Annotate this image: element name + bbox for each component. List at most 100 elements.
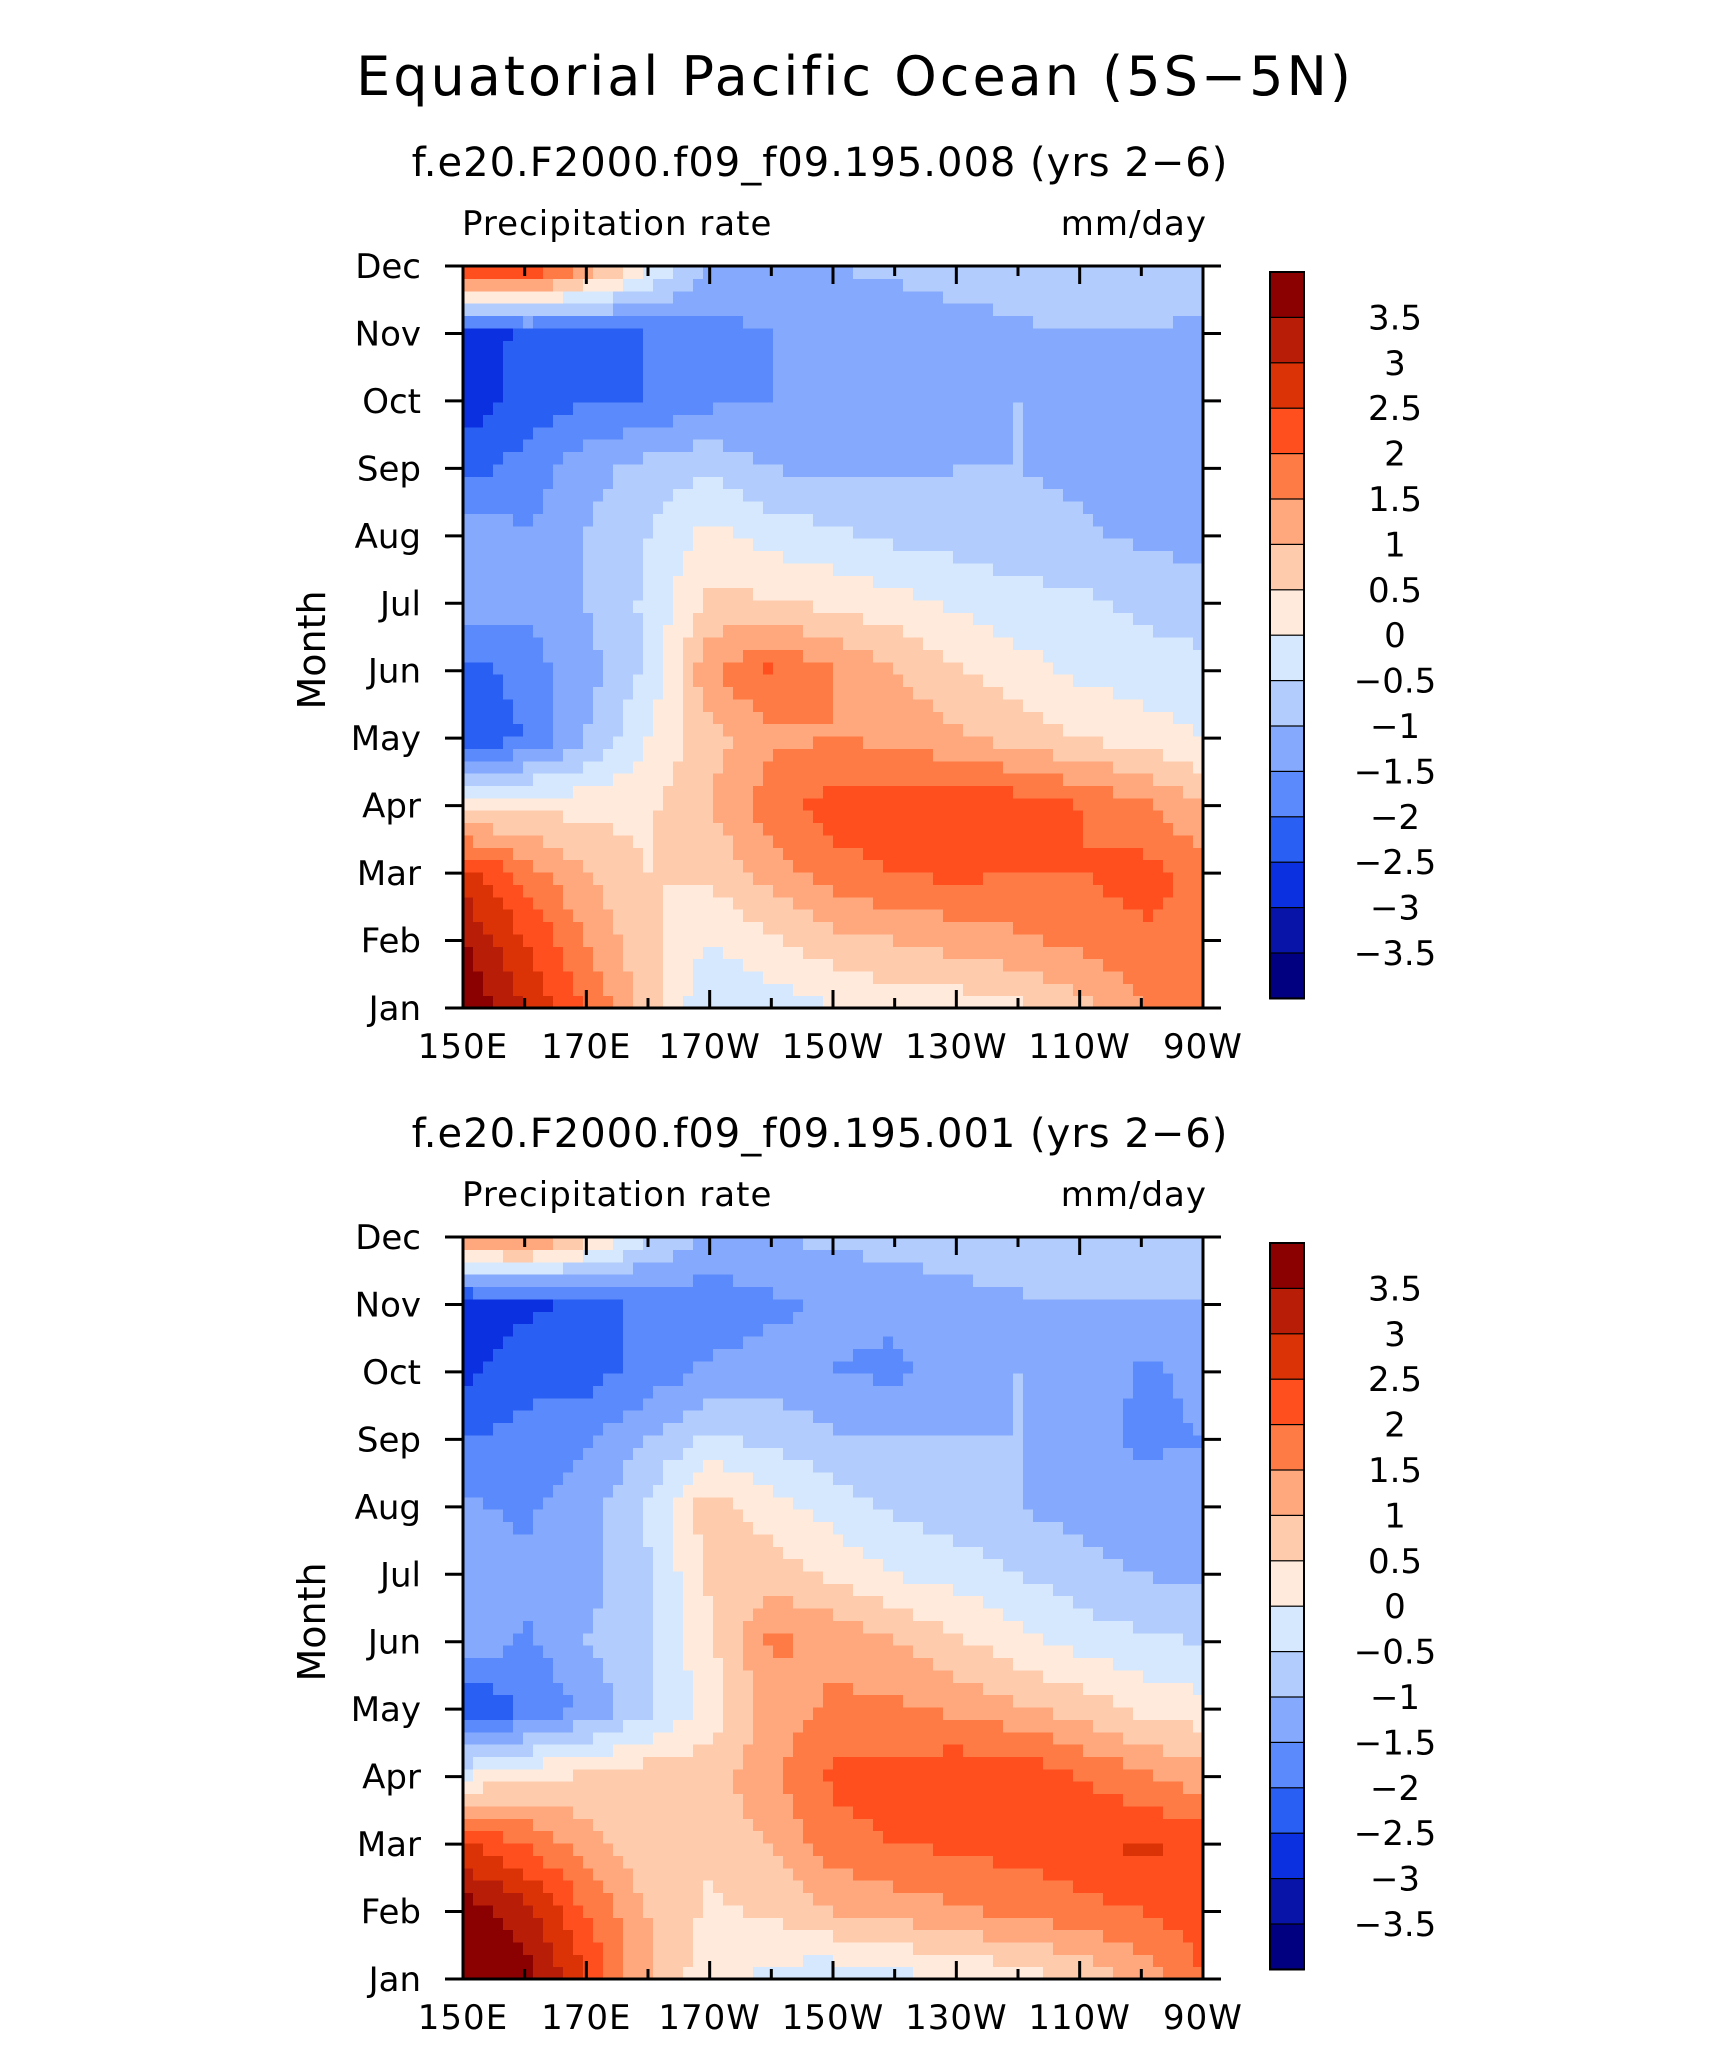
contour-cell bbox=[743, 1904, 754, 1918]
contour-cell bbox=[783, 426, 794, 440]
contour-cell bbox=[793, 822, 804, 836]
contour-cell bbox=[673, 315, 684, 329]
contour-cell bbox=[793, 352, 804, 366]
contour-cell bbox=[703, 513, 714, 527]
contour-cell bbox=[543, 612, 554, 626]
contour-cell bbox=[1053, 500, 1064, 514]
contour-cell bbox=[573, 550, 584, 564]
contour-cell bbox=[563, 500, 574, 514]
contour-cell bbox=[913, 352, 924, 366]
contour-cell bbox=[1143, 933, 1154, 947]
contour-cell bbox=[1153, 402, 1164, 415]
contour-cell bbox=[753, 933, 764, 947]
contour-cell bbox=[653, 958, 664, 972]
contour-cell bbox=[863, 1941, 874, 1955]
contour-cell bbox=[623, 649, 634, 663]
contour-cell bbox=[1093, 340, 1104, 354]
contour-cell bbox=[763, 1929, 774, 1943]
contour-cell bbox=[513, 773, 524, 786]
contour-cell bbox=[593, 389, 604, 403]
contour-cell bbox=[1173, 760, 1184, 774]
contour-cell bbox=[953, 303, 964, 317]
contour-cell bbox=[1173, 871, 1184, 885]
contour-cell bbox=[683, 983, 694, 997]
contour-cell bbox=[783, 575, 794, 589]
contour-cell bbox=[663, 1917, 674, 1931]
contour-cell bbox=[833, 426, 844, 440]
contour-cell bbox=[963, 1966, 974, 1980]
contour-cell bbox=[793, 550, 804, 564]
contour-cell bbox=[783, 810, 794, 824]
contour-cell bbox=[593, 760, 604, 774]
contour-cell bbox=[703, 290, 714, 304]
contour-cell bbox=[613, 760, 624, 774]
contour-cell bbox=[1033, 513, 1044, 527]
contour-cell bbox=[613, 389, 624, 403]
contour-cell bbox=[933, 315, 944, 329]
contour-cell bbox=[1123, 414, 1134, 428]
contour-cell bbox=[813, 1954, 824, 1968]
contour-cell bbox=[803, 1929, 814, 1943]
panel-1-ylabel: Month bbox=[290, 590, 334, 709]
contour-cell bbox=[793, 909, 804, 923]
contour-cell bbox=[463, 538, 474, 552]
contour-cell bbox=[573, 735, 584, 749]
contour-cell bbox=[903, 871, 914, 885]
contour-cell bbox=[1123, 364, 1134, 378]
contour-cell bbox=[873, 896, 884, 910]
contour-cell bbox=[953, 426, 964, 440]
contour-cell bbox=[753, 1917, 764, 1931]
contour-cell bbox=[793, 698, 804, 712]
contour-cell bbox=[723, 290, 734, 304]
contour-cell bbox=[473, 377, 484, 391]
y-tick-label: Jan bbox=[367, 989, 421, 1029]
contour-cell bbox=[803, 884, 814, 898]
contour-cell bbox=[943, 896, 954, 910]
contour-cell bbox=[1143, 884, 1154, 898]
contour-cell bbox=[1113, 748, 1124, 762]
contour-cell bbox=[503, 562, 514, 576]
contour-cell bbox=[1143, 748, 1154, 762]
contour-cell bbox=[593, 575, 604, 589]
contour-cell bbox=[1183, 871, 1194, 885]
contour-cell bbox=[743, 364, 754, 378]
contour-cell bbox=[703, 1954, 714, 1968]
contour-cell bbox=[983, 1941, 994, 1955]
contour-cell bbox=[963, 983, 974, 997]
contour-cell bbox=[1083, 562, 1094, 576]
contour-cell bbox=[913, 970, 924, 984]
contour-cell bbox=[813, 599, 824, 613]
contour-cell bbox=[833, 463, 844, 477]
contour-cell bbox=[523, 871, 534, 885]
contour-cell bbox=[573, 1929, 584, 1943]
contour-cell bbox=[503, 624, 514, 638]
contour-cell bbox=[853, 1941, 864, 1955]
contour-cell bbox=[1103, 785, 1114, 799]
contour-cell bbox=[833, 402, 844, 415]
contour-cell bbox=[473, 933, 484, 947]
contour-cell bbox=[1093, 847, 1104, 861]
contour-cell bbox=[653, 1929, 664, 1943]
contour-cell bbox=[693, 426, 704, 440]
contour-cell bbox=[1023, 921, 1034, 935]
contour-cell bbox=[603, 946, 614, 960]
contour-cell bbox=[653, 278, 664, 292]
contour-cell bbox=[973, 525, 984, 539]
contour-cell bbox=[1073, 698, 1084, 712]
contour-cell bbox=[1193, 327, 1204, 341]
contour-cell bbox=[533, 958, 544, 972]
contour-cell bbox=[733, 500, 744, 514]
contour-cell bbox=[623, 402, 634, 415]
contour-cell bbox=[763, 303, 774, 317]
contour-cell bbox=[703, 402, 714, 415]
contour-cell bbox=[483, 884, 494, 898]
contour-cell bbox=[1173, 884, 1184, 898]
contour-cell bbox=[863, 933, 874, 947]
contour-cell bbox=[893, 525, 904, 539]
contour-cell bbox=[583, 599, 594, 613]
contour-cell bbox=[1053, 451, 1064, 465]
contour-cell bbox=[513, 587, 524, 601]
colorbar-swatch bbox=[1269, 906, 1305, 955]
contour-cell bbox=[903, 315, 914, 329]
contour-cell bbox=[973, 822, 984, 836]
